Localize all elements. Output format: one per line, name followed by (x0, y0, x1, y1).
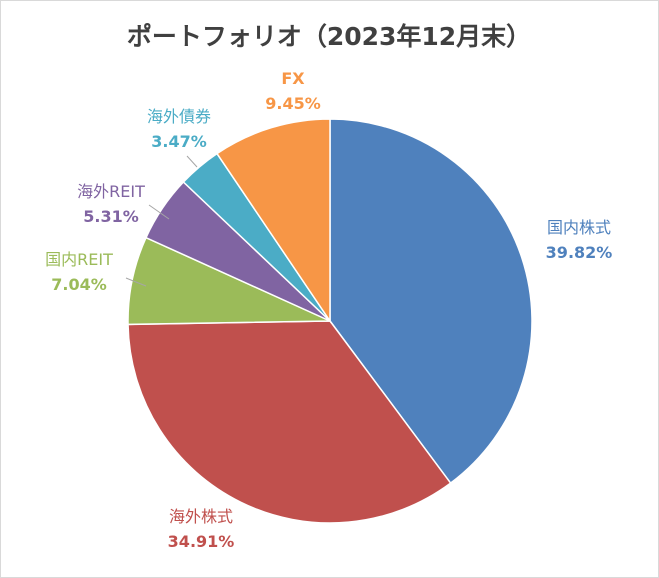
chart-title: ポートフォリオ（2023年12月末） (127, 22, 531, 51)
slice-label-name-2: 海外株式 (169, 507, 233, 526)
slice-label-value-2: 34.91% (168, 532, 235, 551)
pie-slice-2 (127, 320, 452, 524)
data-labels: 国内株式 39.82% 海外株式 34.91% 国内REIT 7.04% 海外REIT 5.3… (45, 69, 612, 551)
pie-slice-1 (329, 118, 533, 485)
pie-slice-6 (215, 118, 331, 324)
slice-label-value-3: 7.04% (51, 275, 107, 294)
leader-lines (125, 155, 198, 287)
pie-slices (127, 118, 533, 524)
slice-label-name-3: 国内REIT (45, 250, 113, 269)
leader-line-5 (186, 155, 198, 168)
slice-label-value-6: 9.45% (265, 94, 321, 113)
leader-line-3 (125, 277, 147, 287)
slice-label-name-4: 海外REIT (77, 182, 145, 201)
slice-label-name-1: 国内株式 (547, 218, 611, 237)
leader-line-4 (148, 204, 170, 220)
slice-label-value-5: 3.47% (151, 132, 207, 151)
slice-label-value-1: 39.82% (546, 243, 613, 262)
slice-label-name-6: FX (281, 69, 305, 88)
slice-label-value-4: 5.31% (83, 207, 139, 226)
slice-label-name-5: 海外債券 (147, 107, 211, 126)
